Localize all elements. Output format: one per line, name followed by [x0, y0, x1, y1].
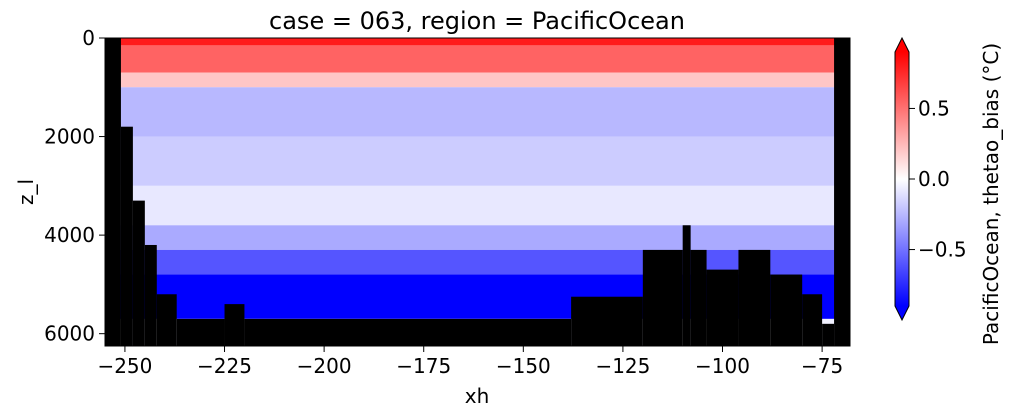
x-tick-label: −100	[695, 354, 750, 378]
x-axis-label: xh	[465, 384, 490, 408]
colorbar-gradient	[895, 52, 909, 306]
seafloor-mask	[120, 126, 133, 346]
colorbar-tick-label: 0.0	[918, 167, 950, 191]
seafloor-mask	[682, 225, 691, 346]
depth-layer-cell	[105, 225, 850, 250]
colorbar-label: PacificOcean, thetao_bias (°C)	[979, 43, 1003, 345]
colorbar-outline	[894, 36, 910, 322]
x-tick-label: −150	[496, 354, 551, 378]
x-tick-label: −175	[396, 354, 451, 378]
seafloor-mask	[690, 249, 707, 346]
seafloor-mask	[571, 296, 643, 346]
seafloor-mask	[132, 200, 145, 346]
bathymetry-mask	[105, 38, 850, 346]
seafloor-mask	[738, 249, 771, 346]
seafloor-mask	[156, 294, 177, 346]
seafloor-mask	[834, 38, 850, 346]
x-tick-label: −200	[297, 354, 352, 378]
x-tick-label: −250	[97, 354, 152, 378]
colorbar-tick-label: 0.5	[918, 96, 950, 120]
seafloor-mask	[105, 38, 121, 346]
x-tick-label: −75	[801, 354, 843, 378]
colorbar: −0.5 0.0 0.5	[894, 36, 967, 322]
y-tick-label: 0	[82, 26, 95, 50]
depth-layer-cell	[105, 45, 850, 73]
seafloor-mask	[822, 323, 835, 346]
y-axis-label: z_l	[14, 179, 38, 205]
seafloor-mask	[224, 304, 245, 346]
depth-layer-cell	[105, 87, 850, 137]
colorbar-extend-bottom	[895, 306, 909, 320]
x-tick-label: −125	[595, 354, 650, 378]
y-tick-label: 4000	[44, 223, 95, 247]
seafloor-mask	[642, 249, 683, 346]
depth-layer-cell	[105, 38, 850, 46]
colorbar-ticks: −0.5 0.0 0.5	[909, 96, 967, 262]
plot-frame	[104, 37, 851, 347]
y-axis-ticks: 0 2000 4000 6000	[44, 26, 105, 346]
seafloor-mask	[770, 274, 803, 346]
x-axis-ticks: −250 −225 −200 −175 −150 −125 −100 −75	[97, 346, 843, 378]
heatmap-area	[105, 38, 850, 346]
seafloor-mask	[244, 318, 572, 346]
colorbar-tick-label: −0.5	[918, 238, 967, 262]
x-tick-label: −225	[197, 354, 252, 378]
seafloor-mask	[706, 269, 739, 346]
depth-layer-cell	[105, 72, 850, 88]
y-tick-label: 2000	[44, 125, 95, 149]
seafloor-mask	[176, 318, 225, 346]
y-tick-label: 6000	[44, 322, 95, 346]
depth-layer-cell	[105, 136, 850, 186]
seafloor-mask	[144, 244, 157, 346]
colorbar-extend-top	[895, 38, 909, 52]
chart-title: case = 063, region = PacificOcean	[269, 7, 685, 35]
seafloor-mask	[802, 294, 823, 346]
depth-layer-cell	[105, 185, 850, 226]
